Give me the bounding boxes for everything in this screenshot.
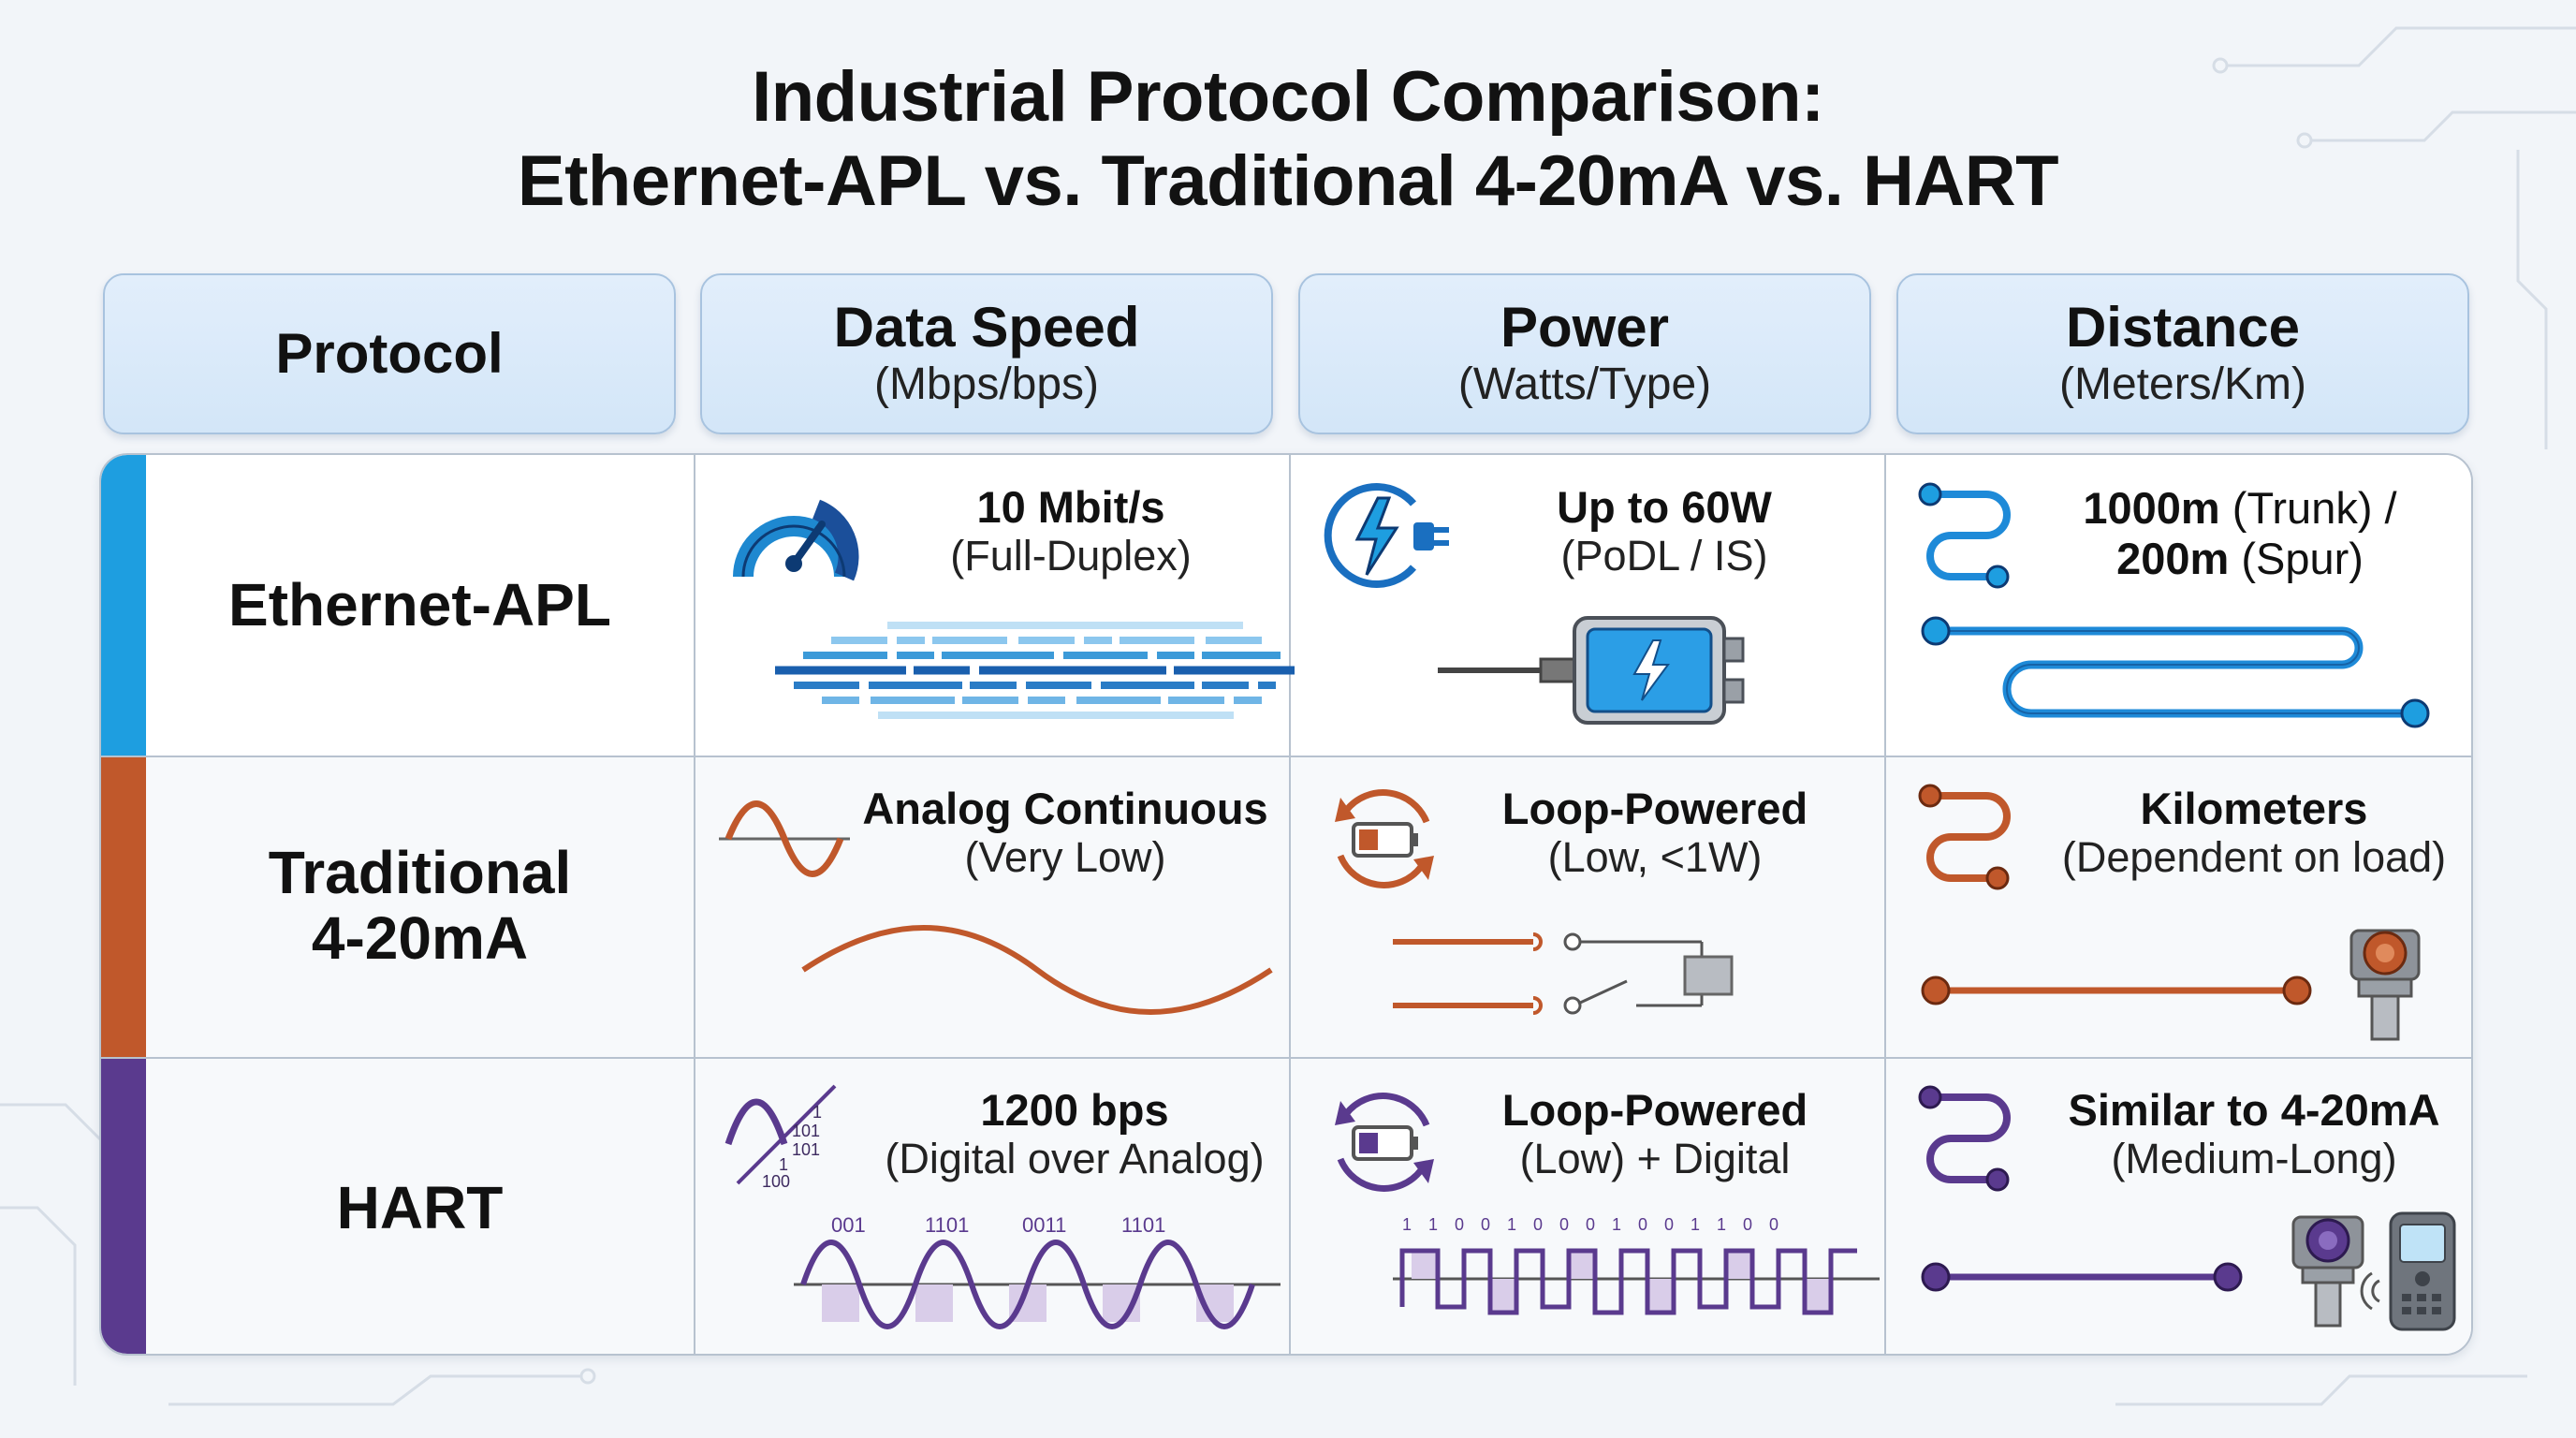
distance-spur-label: (Spur) (2229, 534, 2364, 583)
sine-digital-icon: 1 101 101 1 100 (724, 1084, 837, 1191)
battery-device-icon (1438, 616, 1745, 725)
column-divider (694, 455, 695, 1354)
speed-value: Analog Continuous (862, 784, 1268, 833)
column-header-power: Power (Watts/Type) (1298, 273, 1871, 434)
speedometer-icon (733, 499, 859, 581)
speed-detail: (Full-Duplex) (950, 532, 1192, 580)
distance-detail: (Medium-Long) (2111, 1135, 2397, 1182)
page-title-line2: Ethernet-APL vs. Traditional 4-20mA vs. … (517, 141, 2059, 221)
protocol-name: 4-20mA (311, 904, 529, 972)
table-row-ethernet-apl (101, 455, 2471, 756)
table-row-traditional (101, 756, 2471, 1058)
cable-icon (1918, 482, 2011, 589)
distance-trunk: 1000m (Trunk) / (2039, 483, 2441, 534)
column-header-title: Distance (2065, 296, 2301, 359)
power-detail: (Low, <1W) (1547, 833, 1763, 881)
data-stream-graphic (775, 622, 1295, 719)
bit-label: 100 (762, 1172, 790, 1191)
loop-battery-icon (1335, 789, 1434, 888)
distance-value: Kilometers (2140, 784, 2368, 833)
bit-label: 0 (1664, 1215, 1674, 1234)
table-row-hart (101, 1058, 2471, 1354)
bit-label: 1 (1402, 1215, 1412, 1234)
comparison-table: Ethernet-APL Traditional 4-20mA HART 10 … (99, 453, 2473, 1356)
bit-label: 1 (812, 1103, 822, 1122)
switch-circuit-icon (1393, 932, 1734, 1015)
power-value: Loop-Powered (1501, 784, 1808, 833)
column-divider (1289, 455, 1291, 1354)
bit-label: 1 (1612, 1215, 1621, 1234)
row-color-stripe (101, 1058, 146, 1354)
power-value: Up to 60W (1557, 482, 1772, 532)
bit-label: 0 (1559, 1215, 1569, 1234)
loop-battery-icon (1335, 1093, 1434, 1192)
column-header-subtitle: (Meters/Km) (2059, 360, 2306, 409)
bit-label: 101 (792, 1122, 820, 1140)
transmitter-icon (2291, 1215, 2364, 1328)
distance-value: Similar to 4-20mA (2068, 1085, 2440, 1135)
digital-signal-graphic: 1 1 0 0 1 0 0 0 1 0 0 1 1 0 0 (1393, 1215, 1880, 1315)
distance-spur-value: 200m (2116, 534, 2230, 583)
row-color-stripe (101, 756, 146, 1058)
power-detail: (Low) + Digital (1519, 1135, 1791, 1182)
power-value: Loop-Powered (1501, 1085, 1808, 1135)
bit-label: 0011 (1022, 1213, 1066, 1237)
bit-label: 1 (1717, 1215, 1726, 1234)
speed-value: 10 Mbit/s (976, 482, 1165, 532)
cable-icon (1918, 784, 2011, 890)
distance-detail: (Dependent on load) (2061, 833, 2447, 881)
column-header-title: Power (1500, 296, 1670, 359)
distance-trunk-value: 1000m (2083, 483, 2220, 533)
bit-label: 001 (831, 1213, 866, 1237)
column-header-data-speed: Data Speed (Mbps/bps) (700, 273, 1273, 434)
bit-label: 1 (779, 1155, 788, 1174)
cable-run-graphic (1921, 616, 2430, 728)
protocol-name: Ethernet-APL (228, 571, 611, 638)
bit-label: 1 (1428, 1215, 1438, 1234)
column-header-title: Protocol (275, 322, 504, 385)
bit-label: 101 (792, 1140, 820, 1159)
bit-label: 0 (1455, 1215, 1464, 1234)
cable-run-graphic (1921, 1262, 2243, 1292)
bit-label: 0 (1638, 1215, 1647, 1234)
speed-value: 1200 bps (980, 1085, 1169, 1135)
column-header-subtitle: (Watts/Type) (1457, 360, 1712, 409)
sine-wave-icon (719, 800, 850, 877)
bit-sequence: 1 1 0 0 1 0 0 0 1 0 0 1 1 0 0 (1402, 1215, 1778, 1234)
transmitter-icon (1921, 929, 2421, 1041)
power-detail: (PoDL / IS) (1560, 532, 1768, 580)
column-header-title: Data Speed (833, 296, 1140, 359)
column-header-protocol: Protocol (103, 273, 676, 434)
bit-label: 0 (1481, 1215, 1490, 1234)
protocol-name: HART (336, 1174, 504, 1241)
speed-detail: (Digital over Analog) (885, 1135, 1265, 1182)
column-divider (1884, 455, 1886, 1354)
bit-label: 1101 (1121, 1213, 1165, 1237)
cable-icon (1918, 1085, 2011, 1192)
row-color-stripe (101, 455, 146, 756)
bit-label: 1101 (925, 1213, 969, 1237)
row-divider (101, 1057, 2471, 1059)
column-header-distance: Distance (Meters/Km) (1896, 273, 2469, 434)
distance-spur: 200m (Spur) (2039, 534, 2441, 584)
handheld-communicator-icon (2360, 1211, 2456, 1331)
bit-label: 0 (1586, 1215, 1595, 1234)
column-header-subtitle: (Mbps/bps) (873, 360, 1100, 409)
page-title-line1: Industrial Protocol Comparison: (752, 57, 1824, 137)
bit-label: 1 (1690, 1215, 1700, 1234)
bit-label: 0 (1769, 1215, 1778, 1234)
lightning-plug-icon (1324, 483, 1449, 588)
bit-label: 1 (1507, 1215, 1516, 1234)
bit-label: 0 (1743, 1215, 1752, 1234)
fsk-signal-graphic: 001 1101 0011 1101 (794, 1213, 1281, 1329)
bit-label: 0 (1533, 1215, 1543, 1234)
row-divider (101, 756, 2471, 757)
analog-signal-graphic (801, 925, 1273, 1015)
speed-detail: (Very Low) (964, 833, 1166, 881)
protocol-name: Traditional (268, 839, 572, 906)
distance-trunk-label: (Trunk) / (2219, 483, 2397, 533)
